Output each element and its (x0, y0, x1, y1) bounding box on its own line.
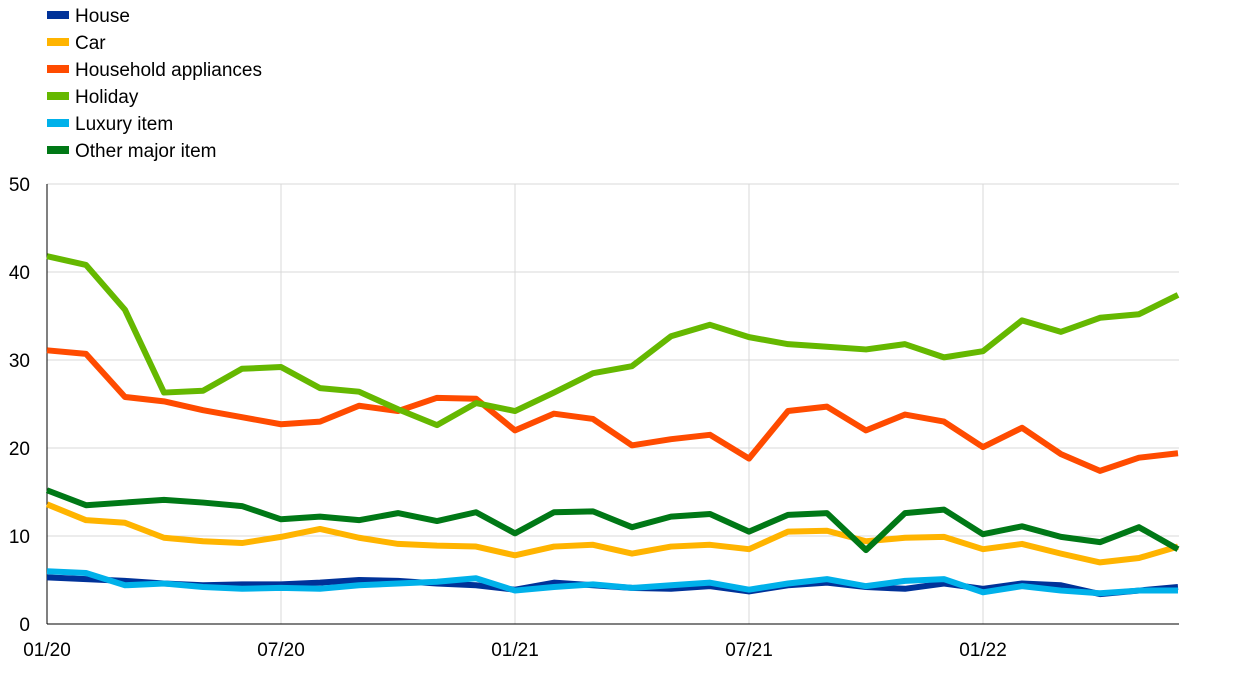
series-line-other-major-item (45, 487, 1180, 554)
legend-swatch (47, 38, 69, 46)
x-tick-label: 07/20 (257, 640, 305, 661)
series-line-luxury-item (46, 568, 1178, 597)
y-tick-label: 30 (9, 351, 30, 372)
legend-swatch (47, 119, 69, 127)
legend-label: Holiday (75, 87, 139, 108)
y-tick-label: 20 (9, 439, 30, 460)
series-lines (45, 253, 1180, 598)
legend-swatch (47, 65, 69, 73)
legend-label: House (75, 6, 130, 27)
x-tick-label: 07/21 (725, 640, 773, 661)
legend-label: Car (75, 33, 106, 54)
y-tick-label: 0 (19, 615, 30, 636)
x-tick-label: 01/22 (959, 640, 1007, 661)
legend-swatch (47, 146, 69, 154)
legend-label: Other major item (75, 141, 216, 162)
series-line-car (45, 501, 1179, 566)
series-line-household-appliances (46, 347, 1179, 474)
x-tick-label: 01/21 (491, 640, 539, 661)
y-tick-label: 40 (9, 263, 30, 284)
series-line-holiday (46, 253, 1180, 429)
grid (47, 183, 1179, 624)
legend: House Car Household appliances Holiday Luxur… (47, 6, 262, 162)
legend-label: Household appliances (75, 60, 262, 81)
y-tick-label: 50 (9, 175, 30, 196)
legend-label: Luxury item (75, 114, 173, 135)
legend-swatch (47, 11, 69, 19)
legend-swatch (47, 92, 69, 100)
x-tick-label: 01/20 (23, 640, 71, 661)
y-tick-label: 10 (9, 527, 30, 548)
